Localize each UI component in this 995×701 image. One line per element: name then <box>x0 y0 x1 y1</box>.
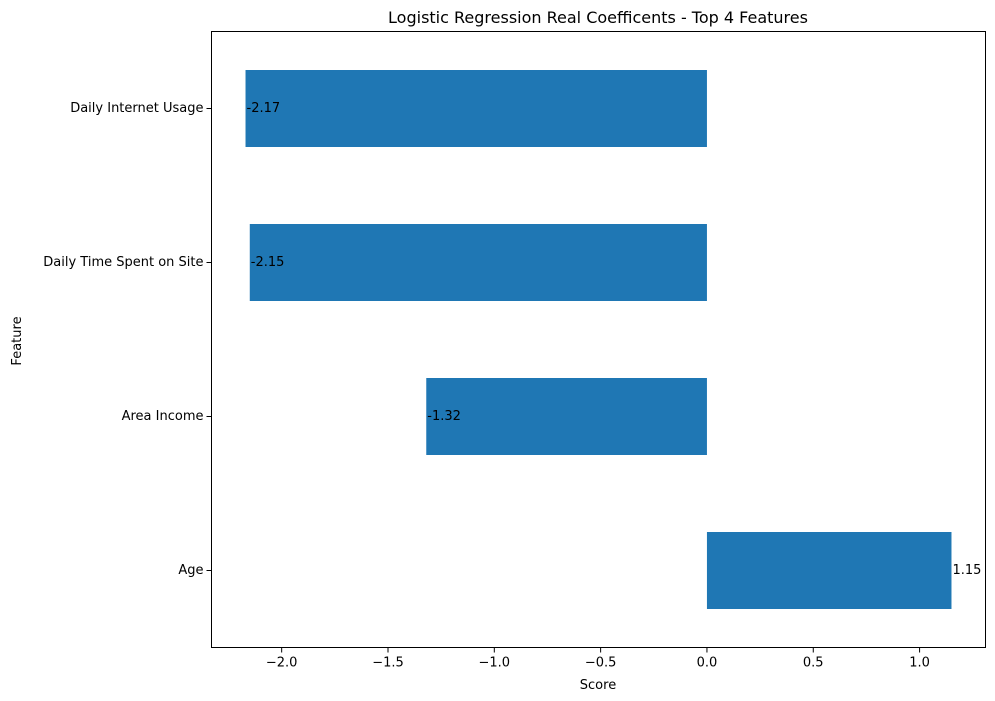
y-tick-label-2: Area Income <box>122 409 204 424</box>
chart-title: Logistic Regression Real Coefficents - T… <box>388 8 808 27</box>
x-axis: −2.0 −1.5 −1.0 −0.5 0.0 0.5 1.0 <box>266 647 930 671</box>
x-tick-label-4: 0.0 <box>697 656 718 671</box>
data-labels-layer: -2.17 -2.15 -1.32 1.15 <box>247 101 982 578</box>
bar-2 <box>426 378 707 455</box>
y-tick-label-0: Daily Internet Usage <box>70 101 203 116</box>
data-label-0: -2.17 <box>247 101 281 116</box>
x-tick-label-1: −1.5 <box>372 656 404 671</box>
x-tick-label-6: 1.0 <box>909 656 930 671</box>
x-tick-label-0: −2.0 <box>266 656 298 671</box>
y-tick-label-1: Daily Time Spent on Site <box>43 255 203 270</box>
bar-3 <box>706 532 952 609</box>
data-label-3: 1.15 <box>952 563 981 578</box>
x-tick-label-3: −0.5 <box>585 656 617 671</box>
bar-1 <box>249 224 707 301</box>
x-tick-label-5: 0.5 <box>803 656 824 671</box>
data-label-1: -2.15 <box>251 255 285 270</box>
x-tick-label-2: −1.0 <box>479 656 511 671</box>
y-tick-label-3: Age <box>178 563 203 578</box>
x-axis-label: Score <box>580 678 616 693</box>
data-label-2: -1.32 <box>427 409 461 424</box>
y-axis-label: Feature <box>10 316 25 365</box>
bar-0 <box>245 70 707 147</box>
y-axis: Daily Internet Usage Daily Time Spent on … <box>43 101 212 578</box>
bars-layer <box>245 70 952 609</box>
plot-frame <box>211 31 986 648</box>
